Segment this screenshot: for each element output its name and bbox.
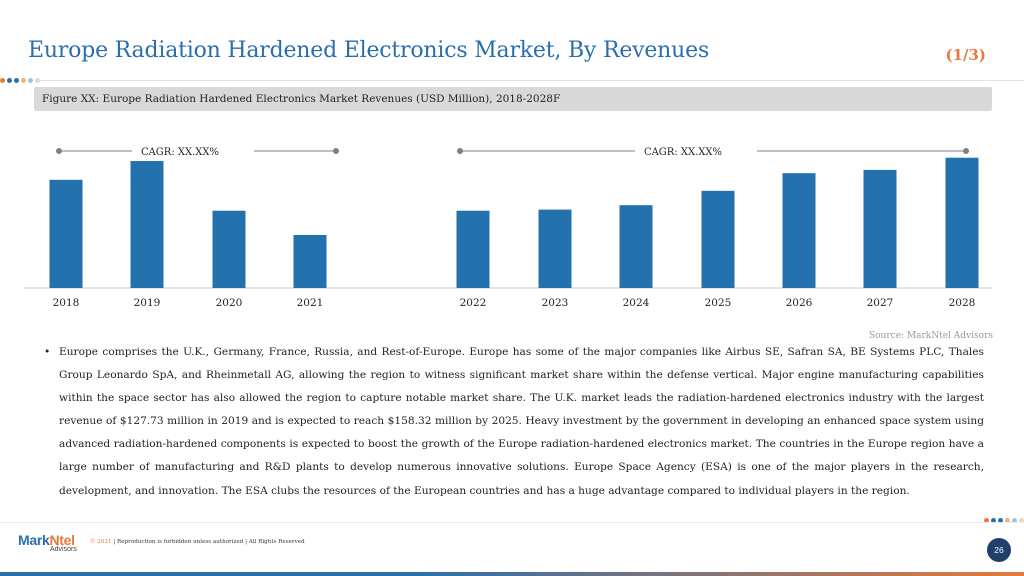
bar-2018 [49,179,83,288]
source-note: Source: MarkNtel Advisors [868,331,993,341]
figure-caption: Figure XX: Europe Radiation Hardened Ele… [34,87,992,111]
cagr-endpoint-right-1 [333,148,339,154]
x-tick-2021: 2021 [297,297,324,309]
bottom-color-strip [0,572,1024,576]
x-tick-2022: 2022 [460,297,487,309]
decorative-dots-right [984,518,1024,523]
cagr-endpoint-right-2 [963,148,969,154]
copyright: © 2021 | Reproduction is forbidden unles… [90,539,305,545]
bar-2028 [945,157,979,288]
x-tick-2028: 2028 [949,297,976,309]
page-indicator: (1/3) [945,46,986,64]
bullet-paragraph: Europe comprises the U.K., Germany, Fran… [44,341,984,503]
x-tick-2019: 2019 [134,297,161,309]
decorative-dots-left [0,78,40,83]
x-tick-2023: 2023 [542,297,569,309]
x-tick-2026: 2026 [786,297,813,309]
x-tick-2024: 2024 [623,297,650,309]
footer-divider [0,522,1024,523]
bar-2020 [212,210,246,288]
cagr-label-1: CAGR: XX.XX% [141,147,219,158]
title-divider [38,80,1024,81]
cagr-endpoint-left-1 [56,148,62,154]
copyright-text: | Reproduction is forbidden unless autho… [111,539,305,545]
logo-text-b: Ntel [49,532,75,548]
bar-2023 [538,209,572,288]
logo: MarkNtel Advisors [18,532,77,553]
x-tick-2020: 2020 [216,297,243,309]
bar-2024 [619,205,653,288]
cagr-label-2: CAGR: XX.XX% [644,147,722,158]
page-title: Europe Radiation Hardened Electronics Ma… [28,38,710,63]
body-text: Europe comprises the U.K., Germany, Fran… [44,341,984,503]
bar-chart: 2018 2019 2020 2021 2022 2023 2024 2025 2026 2027… [24,147,992,309]
bar-2021 [293,235,327,288]
bar-2025 [701,190,735,288]
x-tick-2018: 2018 [53,297,80,309]
page-number-badge: 26 [987,538,1011,562]
logo-text-a: Mark [18,532,50,548]
copyright-year: © 2021 [90,539,112,545]
bar-2026 [782,173,816,288]
bar-2019 [130,161,164,288]
bar-2022 [456,210,490,288]
x-tick-2027: 2027 [867,297,894,309]
bar-2027 [863,169,897,288]
logo-subtext: Advisors [50,546,77,553]
x-tick-2025: 2025 [705,297,732,309]
cagr-endpoint-left-2 [457,148,463,154]
